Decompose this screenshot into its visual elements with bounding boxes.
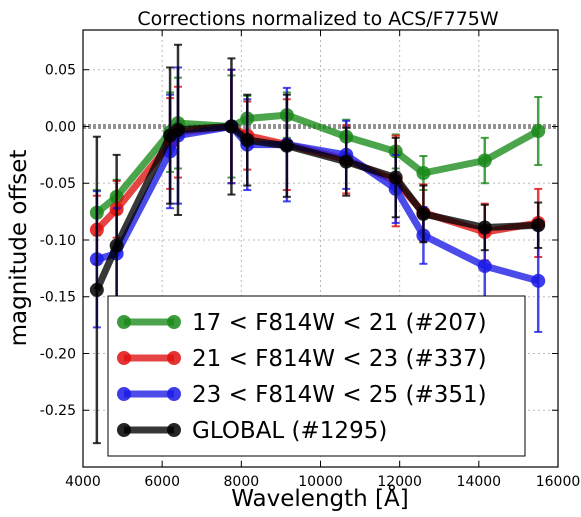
data-point	[477, 259, 492, 274]
x-tick-label: 10000	[298, 474, 343, 490]
y-tick-label: -0.20	[40, 346, 76, 362]
data-point	[240, 133, 255, 148]
data-point	[477, 220, 492, 235]
series-3	[89, 66, 546, 333]
y-tick-label: -0.10	[40, 233, 76, 249]
x-tick-label: 12000	[377, 474, 422, 490]
data-point	[531, 273, 546, 288]
series-line	[93, 123, 539, 292]
y-tick-label: -0.05	[40, 176, 76, 192]
y-axis-label: magnitude offset	[6, 150, 32, 347]
legend-item-2: 21 < F814W < 23 (#337)	[117, 346, 487, 372]
data-point	[416, 206, 431, 221]
data-point	[171, 122, 185, 137]
data-point	[531, 218, 546, 233]
data-point	[224, 119, 239, 134]
x-tick-label: 4000	[65, 474, 101, 490]
x-axis-label: Wavelength [Å]	[231, 484, 408, 512]
legend-marker	[167, 315, 181, 329]
legend-marker	[167, 387, 181, 401]
legend-label: 23 < F814W < 25 (#351)	[192, 382, 487, 408]
x-tick-label: 16000	[536, 474, 581, 490]
y-tick-label: 0.00	[45, 119, 76, 135]
legend-marker	[117, 387, 131, 401]
x-tick-label: 6000	[144, 474, 180, 490]
legend-marker	[117, 351, 131, 365]
legend-label: 17 < F814W < 21 (#207)	[192, 310, 487, 336]
legend-label: 21 < F814W < 23 (#337)	[192, 346, 487, 372]
y-tick-label: -0.25	[40, 403, 76, 419]
data-point	[279, 138, 294, 153]
legend-marker	[117, 315, 131, 329]
y-tick-label: 0.05	[45, 63, 76, 79]
x-tick-label: 14000	[457, 474, 502, 490]
legend-item-1: 17 < F814W < 21 (#207)	[117, 310, 487, 336]
legend-label: GLOBAL (#1295)	[192, 418, 387, 444]
data-point	[339, 154, 354, 169]
y-tick-label: -0.15	[40, 290, 76, 306]
data-point	[477, 153, 492, 168]
chart-title: Corrections normalized to ACS/F775W	[137, 8, 499, 30]
data-point	[388, 170, 403, 185]
legend-marker	[117, 423, 131, 437]
legend-item-4: GLOBAL (#1295)	[117, 418, 387, 444]
legend-marker	[167, 423, 181, 437]
data-point	[416, 166, 431, 181]
data-point	[89, 282, 104, 297]
series-4	[89, 43, 546, 445]
data-point	[109, 238, 124, 253]
x-tick-label: 8000	[224, 474, 260, 490]
data-point	[531, 124, 546, 139]
series-line	[94, 111, 540, 216]
legend: 17 < F814W < 21 (#207) 21 < F814W < 23 (#…	[107, 295, 526, 457]
legend-marker	[167, 351, 181, 365]
legend-item-3: 23 < F814W < 25 (#351)	[117, 382, 487, 408]
